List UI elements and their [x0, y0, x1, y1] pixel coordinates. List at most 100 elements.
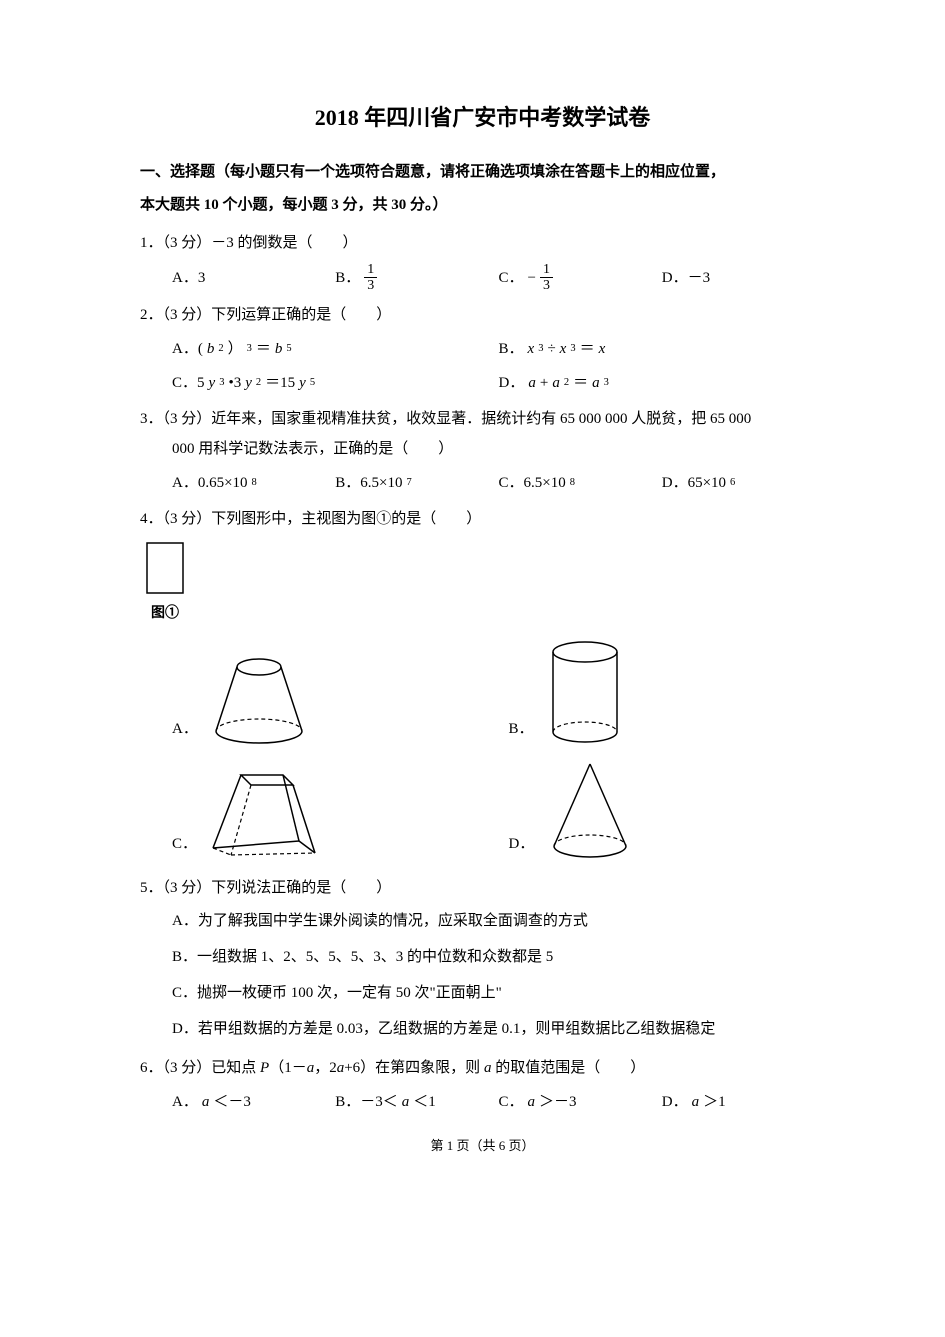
q1-options: A．3 B． 13 C． − 13 D．－3: [172, 262, 825, 294]
text: ＞－3: [539, 1087, 577, 1117]
exp: 3: [538, 338, 543, 359]
q4-fig-row1: A． B．: [172, 638, 825, 748]
exp: 7: [406, 472, 411, 493]
text: （1－: [269, 1060, 307, 1076]
q1-opt-d: D．－3: [662, 263, 825, 293]
text: ，2: [314, 1060, 337, 1076]
fraction-icon: 13: [540, 262, 553, 294]
exp: 2: [256, 372, 261, 393]
var-x: x: [528, 334, 535, 364]
text: ＜－3: [213, 1087, 251, 1117]
text: ÷: [547, 334, 555, 364]
text: 的取值范围是（ ）: [491, 1060, 645, 1076]
q4-fig-d: D．: [509, 758, 826, 863]
q2-opt-a: A．(b2）3＝b5: [172, 334, 499, 364]
var-a: a: [202, 1087, 210, 1117]
text: ＝: [580, 334, 595, 364]
q6-options: A．a＜－3 B．－3＜a＜1 C．a＞－3 D．a＞1: [172, 1087, 825, 1117]
text: A．: [172, 1087, 198, 1117]
section-heading: 一、选择题（每小题只有一个选项符合题意，请将正确选项填涂在答题卡上的相应位置， …: [140, 156, 825, 222]
q5-opt-b: B．一组数据 1、2、5、5、5、3、3 的中位数和众数都是 5: [172, 939, 825, 975]
q3-opt-d: D．65×106: [662, 468, 825, 498]
cone-icon: [540, 758, 640, 863]
text: ＞1: [703, 1087, 726, 1117]
page-title: 2018 年四川省广安市中考数学试卷: [140, 100, 825, 132]
q5-opt-a: A．为了解我国中学生课外阅读的情况，应采取全面调查的方式: [172, 903, 825, 939]
var-b: b: [207, 334, 215, 364]
rectangle-icon: [144, 540, 186, 596]
q3-opt-c: C．6.5×108: [499, 468, 662, 498]
exp: 2: [218, 338, 223, 359]
q2-opt-d: D．a+a2＝a3: [499, 368, 826, 398]
q2-stem: 2．（3 分）下列运算正确的是（ ）: [140, 300, 825, 330]
q4-ref-caption: 图①: [144, 600, 186, 628]
exp: 5: [310, 372, 315, 393]
minus-sign: −: [528, 263, 536, 293]
q3-stem-l1: 3．（3 分）近年来，国家重视精准扶贫，收效显著．据统计约有 65 000 00…: [140, 404, 825, 434]
q4-fig-a: A．: [172, 653, 489, 748]
q6-opt-d: D．a＞1: [662, 1087, 825, 1117]
q4-reference-figure: 图①: [144, 540, 825, 628]
var-a: a: [528, 1087, 536, 1117]
q5-opt-c: C．抛掷一枚硬币 100 次，一定有 50 次"正面朝上": [172, 975, 825, 1011]
text: +6）在第四象限，则: [344, 1060, 484, 1076]
var-a: a: [528, 368, 536, 398]
question-3: 3．（3 分）近年来，国家重视精准扶贫，收效显著．据统计约有 65 000 00…: [140, 404, 825, 498]
exp: 3: [570, 338, 575, 359]
text: +: [540, 368, 548, 398]
q6-stem: 6．（3 分）已知点 P（1－a，2a+6）在第四象限，则 a 的取值范围是（ …: [140, 1053, 825, 1083]
question-5: 5．（3 分）下列说法正确的是（ ） A．为了解我国中学生课外阅读的情况，应采取…: [140, 873, 825, 1047]
var-a: a: [402, 1087, 410, 1117]
frustum-pyramid-icon: [203, 763, 323, 863]
cylinder-icon: [540, 638, 630, 748]
exp: 3: [604, 372, 609, 393]
text: •3: [228, 368, 241, 398]
var-p: P: [260, 1060, 269, 1076]
text: D．: [662, 1087, 688, 1117]
q1-opt-b: B． 13: [335, 262, 498, 294]
exp: 3: [219, 372, 224, 393]
question-4: 4．（3 分）下列图形中，主视图为图①的是（ ） 图① A． B．: [140, 504, 825, 863]
text: C．5: [172, 368, 205, 398]
section-line-2: 本大题共 10 个小题，每小题 3 分，共 30 分。）: [140, 197, 448, 213]
q3-options: A．0.65×108 B．6.5×107 C．6.5×108 D．65×106: [172, 468, 825, 498]
text: ＝: [573, 368, 588, 398]
q2-opt-c: C．5y3•3y2＝15y5: [172, 368, 499, 398]
exp: 5: [286, 338, 291, 359]
var-x: x: [560, 334, 567, 364]
q3-stem-l2: 000 用科学记数法表示，正确的是（ ）: [172, 434, 825, 464]
var-a: a: [692, 1087, 700, 1117]
q5-stem: 5．（3 分）下列说法正确的是（ ）: [140, 873, 825, 903]
exp: 2: [564, 372, 569, 393]
section-line-1: 一、选择题（每小题只有一个选项符合题意，请将正确选项填涂在答题卡上的相应位置，: [140, 164, 725, 180]
q2-opt-b: B．x3÷x3＝x: [499, 334, 826, 364]
q3-opt-b: B．6.5×107: [335, 468, 498, 498]
q6-opt-c: C．a＞－3: [499, 1087, 662, 1117]
q4-fig-c: C．: [172, 763, 489, 863]
var-y: y: [299, 368, 306, 398]
text: B．－3＜: [335, 1087, 398, 1117]
text: C．: [499, 1087, 524, 1117]
exp: 6: [730, 472, 735, 493]
text: A．(: [172, 334, 203, 364]
question-2: 2．（3 分）下列运算正确的是（ ） A．(b2）3＝b5 B．x3÷x3＝x …: [140, 300, 825, 398]
q4-c-label: C．: [172, 829, 197, 863]
q1-stem: 1．（3 分）－3 的倒数是（ ）: [140, 228, 825, 258]
question-1: 1．（3 分）－3 的倒数是（ ） A．3 B． 13 C． − 13 D．－3: [140, 228, 825, 294]
frustum-cone-icon: [204, 653, 314, 748]
text: ＜1: [413, 1087, 436, 1117]
q1-c-prefix: C．: [499, 263, 524, 293]
exp: 8: [252, 472, 257, 493]
var-x: x: [599, 334, 606, 364]
q4-fig-row2: C． D．: [172, 758, 825, 863]
q6-opt-a: A．a＜－3: [172, 1087, 335, 1117]
text: D．: [499, 368, 525, 398]
q1-b-prefix: B．: [335, 263, 360, 293]
var-a: a: [592, 368, 600, 398]
q4-d-label: D．: [509, 829, 535, 863]
var-a: a: [552, 368, 560, 398]
page-footer: 第 1 页（共 6 页）: [140, 1135, 825, 1154]
exp: 3: [247, 338, 252, 359]
q4-a-label: A．: [172, 714, 198, 748]
text: 6．（3 分）已知点: [140, 1060, 260, 1076]
